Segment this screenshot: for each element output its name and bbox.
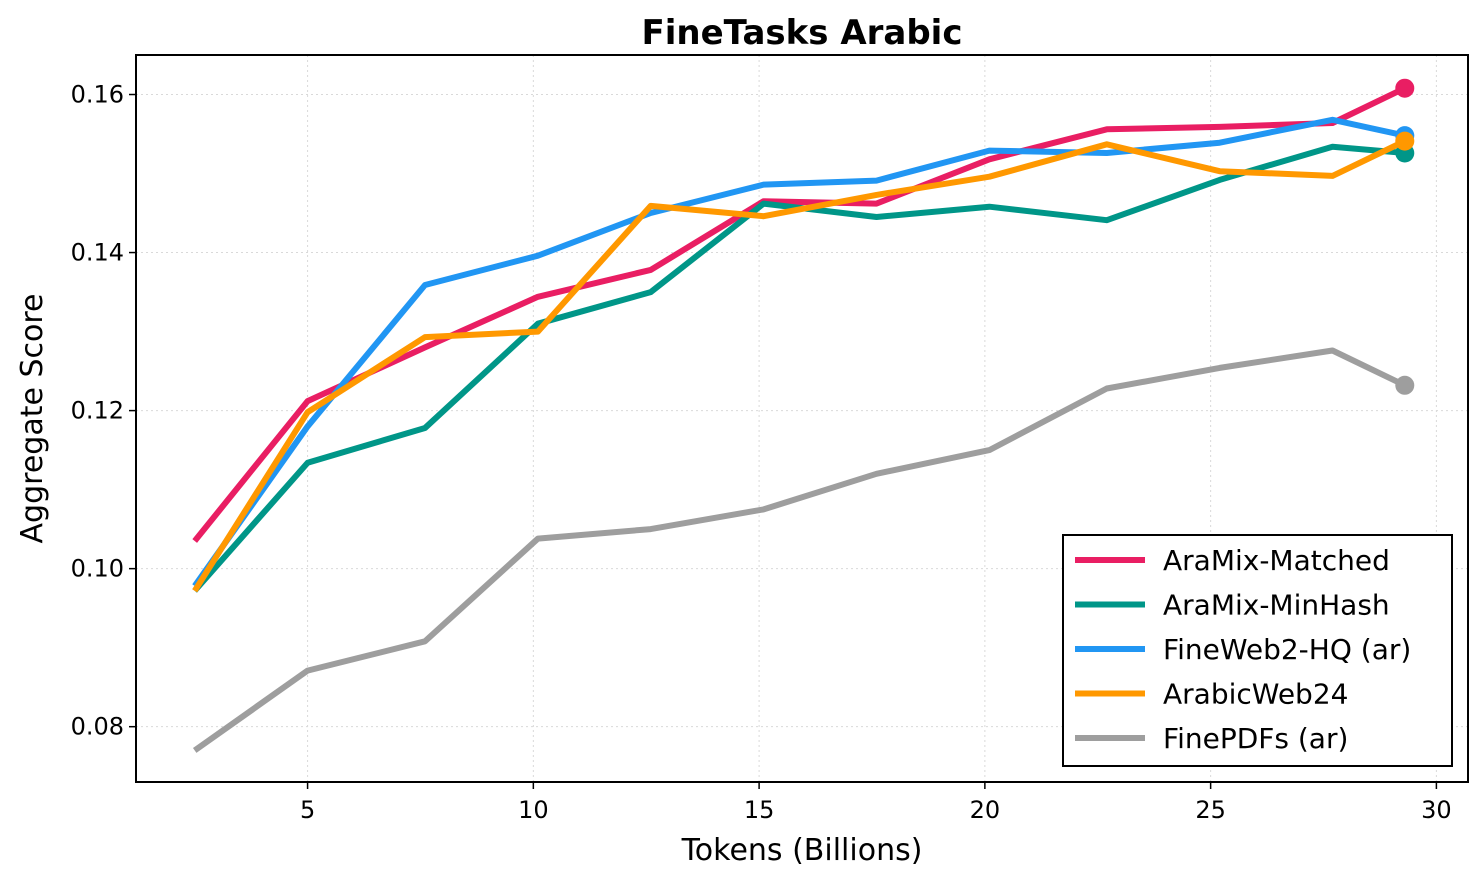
legend-label-aramix-minhash: AraMix-MinHash <box>1163 589 1390 622</box>
series-line-fineweb2-hq-ar <box>192 116 1406 588</box>
chart-title: FineTasks Arabic <box>642 13 963 53</box>
plot-frame <box>135 54 1469 783</box>
x-tick-label: 15 <box>744 796 775 824</box>
y-tick-label: 0.12 <box>71 397 124 425</box>
y-axis-ticks: 0.08 0.10 0.12 0.14 0.16 <box>71 81 136 741</box>
legend-label-aramix-matched: AraMix-Matched <box>1163 544 1390 577</box>
legend: AraMix-Matched AraMix-MinHash FineWeb2-HQ … <box>1062 534 1453 767</box>
endpoint-marker-arabicweb24 <box>1395 131 1415 151</box>
legend-label-finepdfs-ar: FinePDFs (ar) <box>1163 722 1348 755</box>
y-tick-label: 0.10 <box>71 555 124 583</box>
endpoint-marker-finepdfs-ar <box>1395 375 1415 395</box>
legend-label-fineweb2-hq-ar: FineWeb2-HQ (ar) <box>1163 633 1411 666</box>
y-tick-label: 0.08 <box>71 713 124 741</box>
x-tick-label: 20 <box>970 796 1001 824</box>
x-tick-label: 5 <box>300 796 315 824</box>
x-axis-ticks: 5 10 15 20 25 30 <box>300 782 1452 824</box>
series-line-finepdfs-ar <box>192 347 1407 753</box>
series-line-aramix-matched <box>192 85 1407 543</box>
series-line-arabicweb24 <box>192 138 1407 593</box>
endpoint-marker-aramix-matched <box>1395 78 1415 98</box>
x-tick-label: 10 <box>518 796 549 824</box>
x-tick-label: 25 <box>1195 796 1226 824</box>
y-tick-label: 0.14 <box>71 239 124 267</box>
y-tick-label: 0.16 <box>71 81 124 109</box>
y-axis-title: Aggregate Score <box>15 294 50 544</box>
series-layer <box>192 78 1415 753</box>
x-tick-label: 30 <box>1421 796 1452 824</box>
x-axis-title: Tokens (Billions) <box>681 833 923 868</box>
legend-label-arabicweb24: ArabicWeb24 <box>1163 678 1348 711</box>
